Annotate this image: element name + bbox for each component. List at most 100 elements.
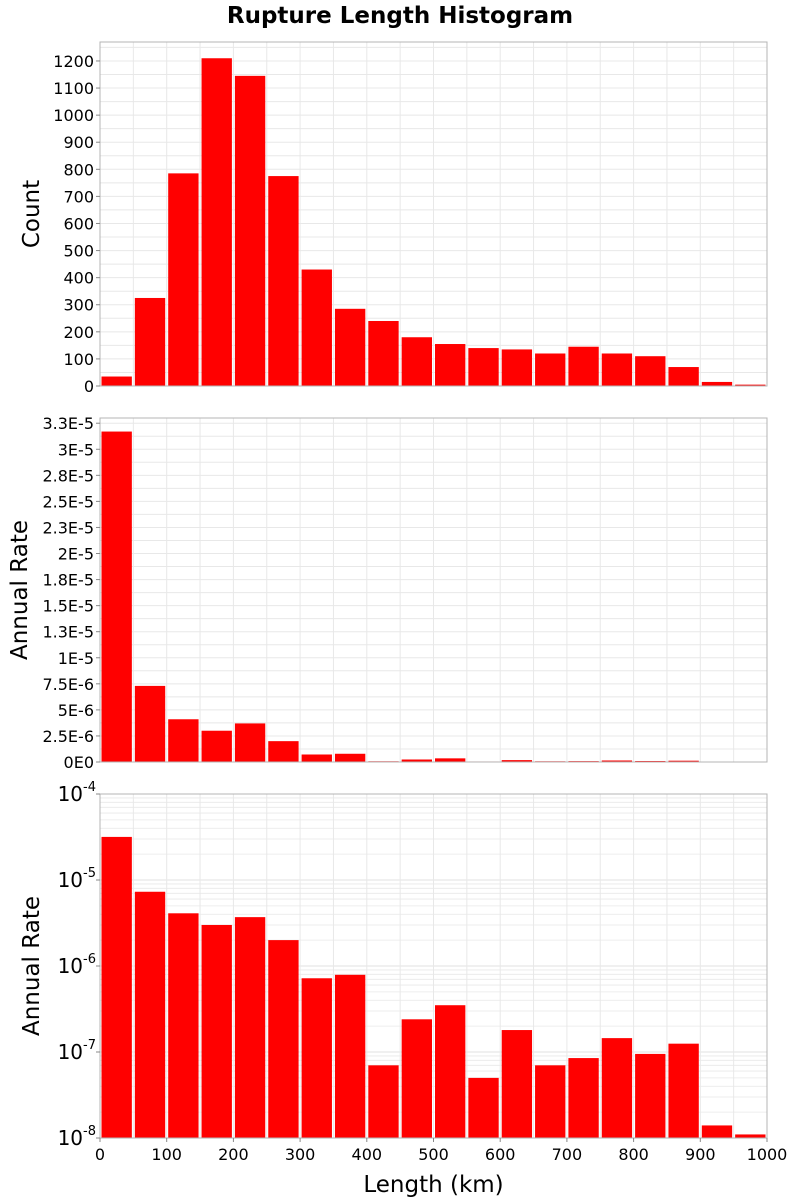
- histogram-bar: [101, 376, 132, 386]
- histogram-bar: [468, 1077, 499, 1138]
- y-tick-base: 10: [58, 1126, 83, 1150]
- y-axis-label: Annual Rate: [7, 520, 33, 660]
- x-tick-label: 600: [485, 1145, 516, 1164]
- histogram-bar: [134, 297, 166, 386]
- y-tick-label: 900: [63, 133, 94, 152]
- histogram-bar: [568, 1058, 599, 1138]
- y-tick-label: 1.3E-5: [42, 623, 94, 642]
- x-tick-label: 200: [218, 1145, 249, 1164]
- y-tick-base: 10: [58, 954, 83, 978]
- histogram-bar: [168, 173, 199, 386]
- histogram-bar: [268, 176, 299, 386]
- histogram-bar: [568, 346, 599, 386]
- histogram-bar: [334, 308, 366, 386]
- x-tick-label: 400: [352, 1145, 383, 1164]
- panel-1: 0 100 200 300 400 500 600 700 800 900 1000 1100 1200…: [19, 41, 768, 396]
- histogram-bar: [401, 1019, 432, 1138]
- y-tick-label: 600: [63, 214, 94, 233]
- histogram-bar: [168, 913, 199, 1138]
- histogram-bar: [501, 760, 533, 762]
- y-tick-base: 10: [58, 868, 83, 892]
- y-tick-exponent: -8: [83, 1124, 96, 1139]
- histogram-bar: [234, 723, 266, 762]
- histogram-bar: [401, 337, 432, 386]
- histogram-bar: [168, 719, 199, 762]
- y-tick-label: 800: [63, 160, 94, 179]
- histogram-bar: [535, 353, 566, 386]
- histogram-bar: [701, 381, 733, 386]
- y-tick-label: 1.8E-5: [42, 571, 94, 590]
- y-tick-label: 5E-6: [58, 701, 94, 720]
- y-tick-label: 2.8E-5: [42, 466, 94, 485]
- histogram-bar: [668, 760, 699, 762]
- histogram-bar: [134, 891, 166, 1138]
- histogram-bar: [334, 753, 366, 762]
- y-tick-base: 10: [58, 1040, 83, 1064]
- histogram-bar: [435, 758, 466, 762]
- histogram-bar: [735, 1134, 766, 1138]
- histogram-bar: [401, 759, 432, 762]
- x-tick-label: 300: [285, 1145, 316, 1164]
- x-tick-label: 0: [95, 1145, 105, 1164]
- y-tick-label: 0: [84, 377, 94, 396]
- plot-frame: [99, 41, 768, 387]
- y-tick-label: 1000: [53, 106, 94, 125]
- histogram-bar: [501, 349, 533, 386]
- y-tick-label: 10-8: [58, 1124, 96, 1150]
- y-tick-label: 2E-5: [58, 545, 94, 564]
- histogram-bar: [535, 1065, 566, 1138]
- histogram-bar: [334, 974, 366, 1138]
- y-tick-label: 300: [63, 296, 94, 315]
- histogram-bar: [201, 730, 232, 762]
- histogram-bar: [735, 384, 766, 386]
- y-tick-label: 400: [63, 269, 94, 288]
- y-tick-label: 10-6: [58, 952, 96, 978]
- y-tick-label: 700: [63, 187, 94, 206]
- y-tick-label: 10-4: [58, 780, 96, 806]
- histogram-bar: [435, 344, 466, 386]
- histogram-bar: [601, 1038, 633, 1138]
- y-tick-label: 0E0: [64, 753, 94, 772]
- chart-title: Rupture Length Histogram: [226, 3, 574, 29]
- histogram-bar: [268, 940, 299, 1138]
- histogram-bar: [134, 685, 166, 762]
- y-tick-label: 3.3E-5: [42, 414, 94, 433]
- histogram-bar: [101, 836, 132, 1138]
- y-axis-label: Count: [19, 180, 45, 248]
- histogram-bar: [234, 917, 266, 1138]
- histogram-bar: [601, 760, 633, 762]
- histogram-bar: [601, 353, 633, 386]
- y-tick-label: 2.5E-5: [42, 492, 94, 511]
- histogram-bar: [368, 320, 399, 386]
- histogram-bar: [301, 269, 332, 386]
- x-tick-label: 800: [618, 1145, 649, 1164]
- histogram-bar: [101, 431, 132, 762]
- x-tick-label: 500: [418, 1145, 449, 1164]
- y-tick-exponent: -6: [83, 952, 96, 967]
- histogram-bar: [668, 1043, 699, 1138]
- panel-2: 0E0 2.5E-6 5E-6 7.5E-6 1E-5 1.3E-5 1.5E-5 1.8E-…: [7, 414, 768, 772]
- y-tick-label: 500: [63, 242, 94, 261]
- y-tick-base: 10: [58, 782, 83, 806]
- y-tick-label: 10-5: [58, 866, 96, 892]
- y-tick-label: 200: [63, 323, 94, 342]
- y-tick-label: 7.5E-6: [42, 675, 94, 694]
- y-tick-exponent: -5: [83, 866, 96, 881]
- plot-frame: [99, 417, 768, 763]
- y-tick-label: 1.5E-5: [42, 597, 94, 616]
- x-tick-label: 900: [685, 1145, 716, 1164]
- y-tick-label: 100: [63, 350, 94, 369]
- y-axis-label: Annual Rate: [19, 896, 45, 1036]
- histogram-bar: [201, 924, 232, 1138]
- x-tick-label: 100: [151, 1145, 182, 1164]
- histogram-bar: [701, 1125, 733, 1138]
- y-tick-label: 2.3E-5: [42, 518, 94, 537]
- histogram-bar: [635, 356, 666, 386]
- histogram-bar: [468, 348, 499, 386]
- y-tick-label: 1E-5: [58, 649, 94, 668]
- y-tick-label: 2.5E-6: [42, 727, 94, 746]
- histogram-bar: [301, 978, 332, 1138]
- y-tick-exponent: -7: [83, 1038, 96, 1053]
